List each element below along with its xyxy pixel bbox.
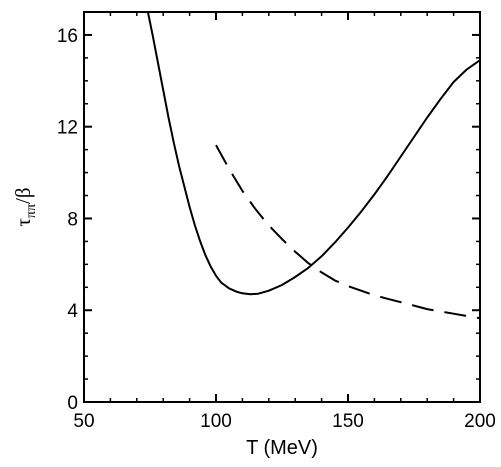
y-tick-label: 8: [67, 209, 78, 230]
series-layer: [146, 12, 480, 320]
x-tick-label: 150: [332, 411, 364, 432]
plot-frame: [83, 11, 481, 403]
y-axis-label-main: τ: [11, 218, 35, 226]
y-axis-label: τππ/β: [11, 187, 39, 226]
x-tick-label: 50: [73, 411, 94, 432]
y-axis-label-tail: /β: [11, 187, 35, 204]
dashed-curve: [215, 144, 480, 320]
y-tick-label: 4: [67, 301, 78, 322]
axis-ticks: 50 100 150 200 0 4 8 12 16: [57, 12, 496, 432]
x-axis-label: T (MeV): [246, 437, 318, 459]
x-tick-label: 200: [464, 411, 496, 432]
x-tick-label: 100: [200, 411, 232, 432]
y-axis-label-subscript: ππ: [24, 204, 39, 218]
solid-curve: [146, 12, 480, 296]
y-tick-label: 16: [57, 26, 78, 47]
y-tick-label: 12: [57, 118, 78, 139]
y-tick-label: 0: [67, 393, 78, 414]
